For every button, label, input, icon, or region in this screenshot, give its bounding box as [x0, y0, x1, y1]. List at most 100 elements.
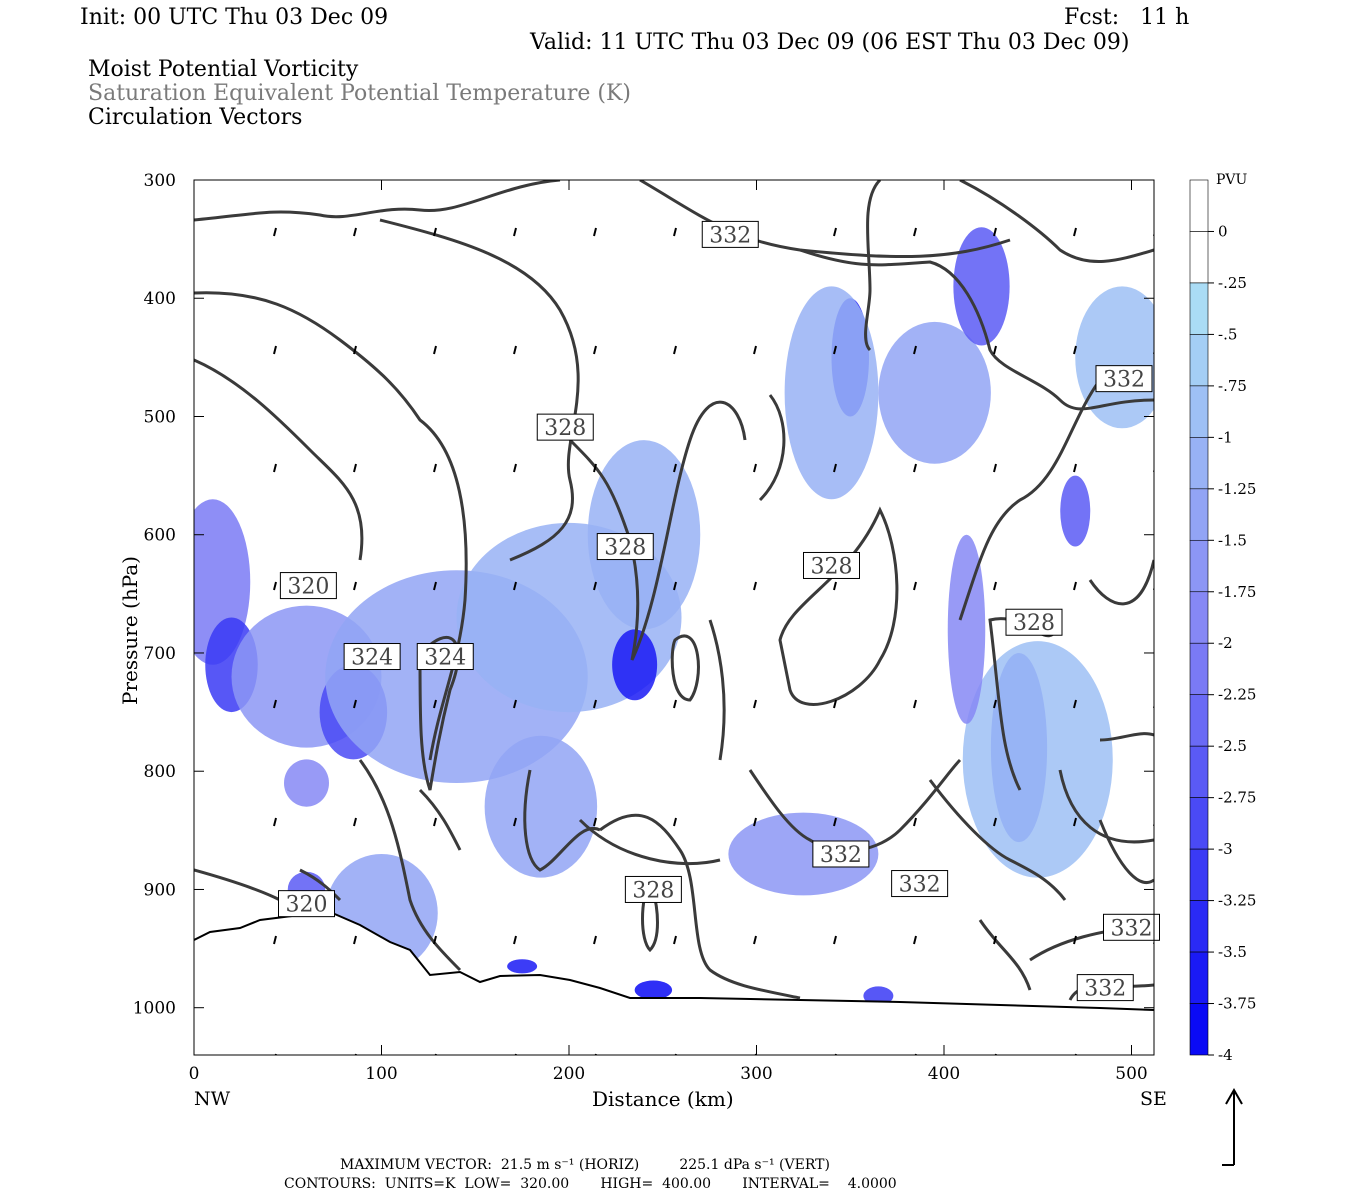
- circulation-vectors: [273, 227, 1236, 1055]
- x-tick-label: 400: [928, 1064, 960, 1084]
- vector-arrow: [993, 935, 997, 945]
- contour-line: [578, 818, 721, 866]
- colorbar-swatch: [1189, 848, 1209, 901]
- vector-arrow: [273, 463, 277, 473]
- vector-arrow: [753, 699, 757, 709]
- contour-label-box: [1076, 974, 1134, 1002]
- vector-arrow: [993, 817, 997, 827]
- footer-contour-info: CONTOURS: UNITS=K LOW= 320.00 HIGH= 400.…: [284, 1176, 897, 1192]
- contour-label-box: [536, 413, 594, 441]
- contour-label-box: [1103, 913, 1160, 941]
- vector-arrow: [273, 935, 277, 945]
- colorbar-label: -2: [1218, 634, 1233, 652]
- contour-label-box: [891, 870, 949, 898]
- vector-arrow: [433, 817, 437, 827]
- colorbar-swatch: [1189, 282, 1209, 335]
- vector-arrow: [353, 581, 357, 591]
- colorbar-label: -1.25: [1218, 480, 1256, 498]
- contour-line: [1088, 559, 1154, 606]
- contour-label: 324: [424, 646, 466, 671]
- vector-arrow: [673, 817, 677, 827]
- vector-arrow: [1234, 818, 1236, 826]
- contour-line: [358, 759, 462, 972]
- colorbar-swatch: [1189, 437, 1209, 490]
- pv-region: [953, 227, 1010, 346]
- contour-label: 332: [1084, 977, 1126, 1002]
- vector-arrow: [993, 463, 997, 473]
- colorbar-label: 0: [1218, 222, 1228, 240]
- vector-arrow: [753, 463, 757, 473]
- colorbar-label: -3.75: [1218, 995, 1256, 1013]
- vector-arrow: [993, 699, 997, 709]
- contour-line: [1099, 732, 1154, 742]
- vector-arrow: [593, 699, 597, 709]
- contour-label-box: [812, 840, 870, 868]
- colorbar-label: -.5: [1218, 325, 1237, 343]
- vector-arrow: [433, 227, 437, 237]
- contour-label-box: [1005, 608, 1063, 636]
- contour-line: [299, 868, 342, 902]
- y-tick-label: 800: [144, 762, 176, 782]
- axes: 0 100 200 300 400 500 300 400 500 600 700 800 900 100…: [133, 171, 1154, 1084]
- contour-line: [778, 506, 899, 706]
- contour-line: [758, 394, 786, 502]
- pv-region: [1075, 286, 1154, 429]
- theta-es-contours: [194, 180, 1154, 1001]
- contour-label: 328: [544, 416, 586, 441]
- contour-line: [194, 358, 364, 561]
- x-tick-label: 100: [365, 1064, 397, 1084]
- contour-labels: 332 332 328 328 328 320 328 324 324 332 332 328 320 3…: [278, 220, 1160, 1002]
- vector-arrow: [993, 345, 997, 355]
- pv-region: [634, 980, 673, 1000]
- vector-arrow: [513, 581, 517, 591]
- reference-vector: [1222, 1087, 1243, 1166]
- colorbar-swatch: [1189, 642, 1209, 696]
- colorbar-swatch: [1189, 591, 1209, 644]
- pv-region: [728, 812, 879, 896]
- vector-arrow: [593, 463, 597, 473]
- y-tick-label: 700: [144, 644, 176, 664]
- vector-arrow: [433, 345, 437, 355]
- vector-arrow: [513, 345, 517, 355]
- vector-arrow: [673, 935, 677, 945]
- x-tick-label: 0: [189, 1064, 200, 1084]
- colorbar-label: -4: [1218, 1046, 1233, 1064]
- vector-arrow: [993, 227, 997, 237]
- contour-label-box: [343, 643, 401, 671]
- contour-label: 324: [351, 646, 393, 671]
- contour-label: 328: [604, 536, 646, 561]
- y-tick-label: 600: [144, 526, 176, 546]
- vector-arrow: [1073, 463, 1077, 473]
- colorbar-swatch: [1189, 951, 1209, 1004]
- vector-arrow: [673, 699, 677, 709]
- vector-arrow: [273, 699, 277, 709]
- pv-region: [612, 629, 658, 701]
- x-tick-label: 500: [1115, 1064, 1147, 1084]
- contour-line: [799, 248, 1154, 411]
- contour-line: [194, 868, 281, 902]
- vector-arrow: [353, 699, 357, 709]
- pv-region: [784, 286, 879, 500]
- colorbar-swatch: [1189, 797, 1209, 850]
- contour-label-box: [278, 890, 335, 918]
- contour-label: 328: [1013, 611, 1055, 636]
- colorbar-swatch: [1189, 745, 1209, 798]
- forecast-hour: Fcst: 11 h: [1064, 5, 1190, 30]
- contour-label-box: [624, 875, 682, 903]
- vector-arrow: [833, 345, 837, 355]
- vector-arrow: [513, 463, 517, 473]
- y-axis-label: Pressure (hPa): [118, 556, 142, 705]
- colorbar-label: -1.75: [1218, 583, 1256, 601]
- vector-arrow: [913, 227, 917, 237]
- vector-arrow: [833, 581, 837, 591]
- vector-arrow: [593, 227, 597, 237]
- vector-arrow: [353, 345, 357, 355]
- contour-line: [568, 400, 747, 661]
- contour-label-box: [279, 572, 337, 600]
- vector-arrow: [673, 463, 677, 473]
- contour-line: [670, 634, 700, 702]
- vector-arrow: [993, 581, 997, 591]
- contour-label: 332: [899, 873, 941, 898]
- contour-line: [978, 919, 1032, 991]
- field-title-theta-es: Saturation Equivalent Potential Temperat…: [88, 81, 631, 106]
